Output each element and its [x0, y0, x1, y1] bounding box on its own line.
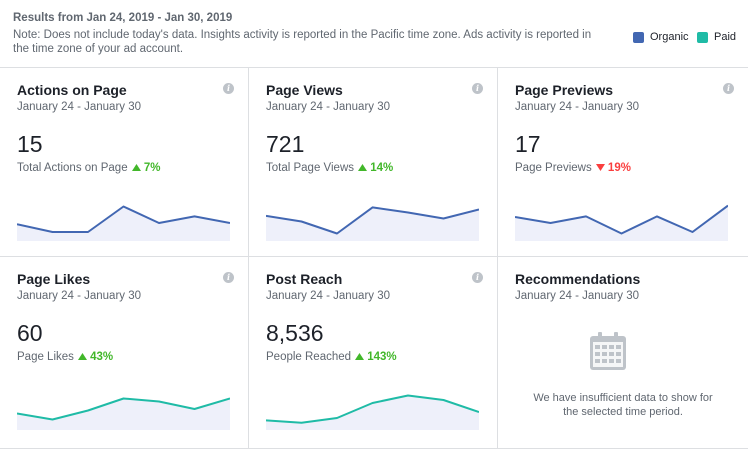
- sparkline-chart: [266, 394, 479, 430]
- triangle-down-icon: [595, 164, 605, 171]
- triangle-up-icon: [131, 164, 141, 171]
- sparkline-area: [266, 207, 479, 241]
- info-icon[interactable]: i: [223, 272, 234, 283]
- timezone-note: Note: Does not include today's data. Ins…: [13, 29, 592, 55]
- card-title: Post Reach: [266, 271, 343, 287]
- info-icon[interactable]: i: [472, 83, 483, 94]
- legend-organic-label: Organic: [650, 31, 689, 43]
- sparkline-area: [17, 398, 230, 430]
- metric-value: 15: [17, 131, 43, 157]
- info-icon[interactable]: i: [223, 83, 234, 94]
- metric-label: Total Page Views: [266, 162, 355, 174]
- card-page-previews[interactable]: Page Previews January 24 - January 30 i …: [498, 68, 748, 257]
- sparkline-area: [515, 205, 728, 241]
- delta-value: 7%: [143, 162, 161, 174]
- results-header: Results from Jan 24, 2019 - Jan 30, 2019…: [0, 0, 748, 68]
- sparkline-chart: [515, 204, 728, 241]
- card-title: Actions on Page: [17, 82, 127, 98]
- metric-label: Page Likes: [17, 351, 74, 363]
- insufficient-data-message: We have insufficient data to show for th…: [498, 391, 748, 419]
- card-date-range: January 24 - January 30: [17, 290, 142, 302]
- card-recommendations[interactable]: Recommendations January 24 - January 30 …: [498, 257, 748, 449]
- metric-delta: 143%: [355, 351, 397, 363]
- metric-value: 721: [266, 131, 305, 157]
- sparkline-chart: [17, 397, 230, 430]
- card-title: Page Previews: [515, 82, 614, 98]
- metric-value: 8,536: [266, 320, 324, 346]
- sparkline-line: [266, 394, 479, 424]
- card-title: Recommendations: [515, 271, 641, 287]
- metric-summary: Total Actions on Page 7%: [17, 162, 160, 174]
- metric-label: Total Actions on Page: [17, 162, 128, 174]
- metric-delta: 14%: [358, 162, 393, 174]
- message-text: We have insufficient data to show for th…: [533, 392, 713, 418]
- info-icon[interactable]: i: [723, 83, 734, 94]
- triangle-up-icon: [77, 353, 87, 360]
- metric-label: People Reached: [266, 351, 352, 363]
- organic-swatch: [633, 31, 644, 43]
- metric-value: 60: [17, 320, 43, 346]
- legend-paid[interactable]: Paid: [697, 31, 736, 43]
- metric-summary: Total Page Views 14%: [266, 162, 393, 174]
- card-date-range: January 24 - January 30: [515, 290, 640, 302]
- date-range-label: Results from Jan 24, 2019 - Jan 30, 2019: [13, 12, 233, 24]
- delta-value: 143%: [367, 351, 397, 363]
- sparkline-line: [515, 204, 728, 235]
- triangle-up-icon: [355, 353, 365, 360]
- sparkline-chart: [266, 206, 479, 241]
- card-date-range: January 24 - January 30: [515, 101, 640, 113]
- paid-swatch: [697, 31, 708, 43]
- sparkline-area: [17, 206, 230, 241]
- metric-label: Page Previews: [515, 162, 592, 174]
- metric-delta: 7%: [131, 162, 161, 174]
- triangle-up-icon: [358, 164, 368, 171]
- delta-value: 19%: [607, 162, 631, 174]
- metric-value: 17: [515, 131, 541, 157]
- legend-paid-label: Paid: [714, 31, 737, 43]
- delta-value: 43%: [90, 351, 114, 363]
- metric-delta: 43%: [77, 351, 114, 363]
- legend-organic[interactable]: Organic: [633, 31, 689, 43]
- metric-summary: Page Previews 19%: [515, 162, 631, 174]
- card-date-range: January 24 - January 30: [17, 101, 142, 113]
- sparkline-chart: [17, 205, 230, 241]
- info-icon[interactable]: i: [472, 272, 483, 283]
- card-page-views[interactable]: Page Views January 24 - January 30 i 721…: [249, 68, 498, 257]
- card-page-likes[interactable]: Page Likes January 24 - January 30 i 60 …: [0, 257, 249, 449]
- card-date-range: January 24 - January 30: [266, 101, 391, 113]
- metric-summary: People Reached 143%: [266, 351, 397, 363]
- card-actions-on-page[interactable]: Actions on Page January 24 - January 30 …: [0, 68, 249, 257]
- sparkline-line: [17, 205, 230, 233]
- metric-summary: Page Likes 43%: [17, 351, 113, 363]
- calendar-icon: [590, 332, 626, 370]
- card-title: Page Likes: [17, 271, 91, 287]
- sparkline-line: [17, 397, 230, 421]
- sparkline-line: [266, 206, 479, 235]
- card-title: Page Views: [266, 82, 343, 98]
- card-date-range: January 24 - January 30: [266, 290, 391, 302]
- metric-delta: 19%: [595, 162, 631, 174]
- delta-value: 14%: [370, 162, 394, 174]
- card-post-reach[interactable]: Post Reach January 24 - January 30 i 8,5…: [249, 257, 498, 449]
